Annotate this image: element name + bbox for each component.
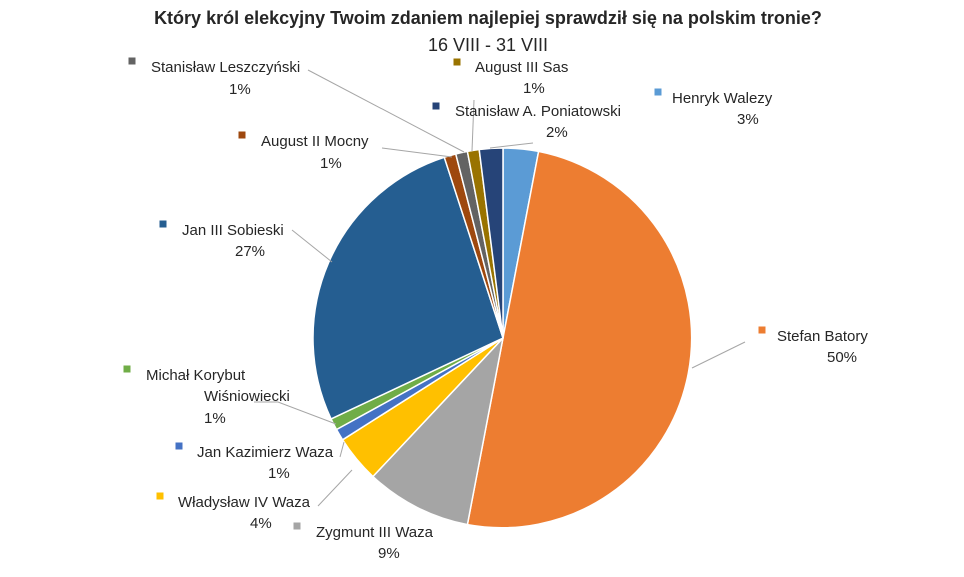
leader-line-august-iii-sas xyxy=(471,99,475,152)
data-label-value-stanislaw-leszczynski: 1% xyxy=(229,81,251,98)
data-label-value-august-ii-mocny: 1% xyxy=(320,155,342,172)
legend-marker-august-ii-mocny xyxy=(238,131,246,139)
data-label-name-stefan-batory: Stefan Batory xyxy=(777,328,868,345)
legend-marker-zygmunt-iii-waza xyxy=(293,522,301,530)
data-label-name-stanislaw-a-poniatowski: Stanisław A. Poniatowski xyxy=(455,103,621,120)
legend-marker-august-iii-sas xyxy=(453,58,461,66)
legend-marker-jan-kazimierz-waza xyxy=(175,442,183,450)
data-label-name-jan-iii-sobieski: Jan III Sobieski xyxy=(182,222,284,239)
legend-marker-jan-iii-sobieski xyxy=(159,220,167,228)
leader-line-august-ii-mocny xyxy=(381,147,453,158)
data-label-value-wladyslaw-iv-waza: 4% xyxy=(250,515,272,532)
data-label-name-michal-korybut-wisniowiecki: Michał Korybut xyxy=(146,367,246,384)
data-label-value-august-iii-sas: 1% xyxy=(523,80,545,97)
legend-marker-stanislaw-a-poniatowski xyxy=(432,102,440,110)
data-label-name-michal-korybut-wisniowiecki: Wiśniowiecki xyxy=(204,388,290,405)
leader-line-wladyslaw-iv-waza xyxy=(317,469,353,507)
pie-slices xyxy=(312,147,693,529)
slice-labels: Henryk Walezy 3% Stefan Batory 50% Zygmunt I… xyxy=(123,57,868,562)
legend-marker-wladyslaw-iv-waza xyxy=(156,492,164,500)
data-label-name-august-iii-sas: August III Sas xyxy=(475,59,568,76)
slice-stefan-batory xyxy=(466,150,693,529)
data-label-value-zygmunt-iii-waza: 9% xyxy=(378,545,400,562)
data-label-name-jan-kazimierz-waza: Jan Kazimierz Waza xyxy=(197,444,334,461)
slice-jan-iii-sobieski xyxy=(312,156,504,420)
chart-title: Który król elekcyjny Twoim zdaniem najle… xyxy=(154,8,822,28)
leader-line-jan-kazimierz-waza xyxy=(339,441,345,458)
data-label-value-jan-kazimierz-waza: 1% xyxy=(268,465,290,482)
chart-subtitle: 16 VIII - 31 VIII xyxy=(428,35,548,55)
data-label-value-henryk-walezy: 3% xyxy=(737,111,759,128)
data-label-name-august-ii-mocny: August II Mocny xyxy=(261,133,369,150)
legend-marker-henryk-walezy xyxy=(654,88,662,96)
data-label-value-stefan-batory: 50% xyxy=(827,349,857,366)
leader-line-jan-iii-sobieski xyxy=(291,229,333,263)
leader-line-stanislaw-a-poniatowski xyxy=(489,142,534,149)
leader-line-stanislaw-leszczynski xyxy=(307,69,465,153)
data-label-name-zygmunt-iii-waza: Zygmunt III Waza xyxy=(316,524,434,541)
legend-marker-stanislaw-leszczynski xyxy=(128,57,136,65)
data-label-name-stanislaw-leszczynski: Stanisław Leszczyński xyxy=(151,59,300,76)
leader-line-michal-korybut-wisniowiecki xyxy=(254,401,337,425)
data-label-value-stanislaw-a-poniatowski: 2% xyxy=(546,124,568,141)
slice-zygmunt-iii-waza xyxy=(371,335,505,526)
leader-lines xyxy=(254,69,746,507)
data-label-name-henryk-walezy: Henryk Walezy xyxy=(672,90,773,107)
legend-marker-stefan-batory xyxy=(758,326,766,334)
legend-marker-michal-korybut-wisniowiecki xyxy=(123,365,131,373)
leader-line-stefan-batory xyxy=(691,341,746,369)
data-label-value-michal-korybut-wisniowiecki: 1% xyxy=(204,410,226,427)
data-label-value-jan-iii-sobieski: 27% xyxy=(235,243,265,260)
data-label-name-wladyslaw-iv-waza: Władysław IV Waza xyxy=(178,494,311,511)
